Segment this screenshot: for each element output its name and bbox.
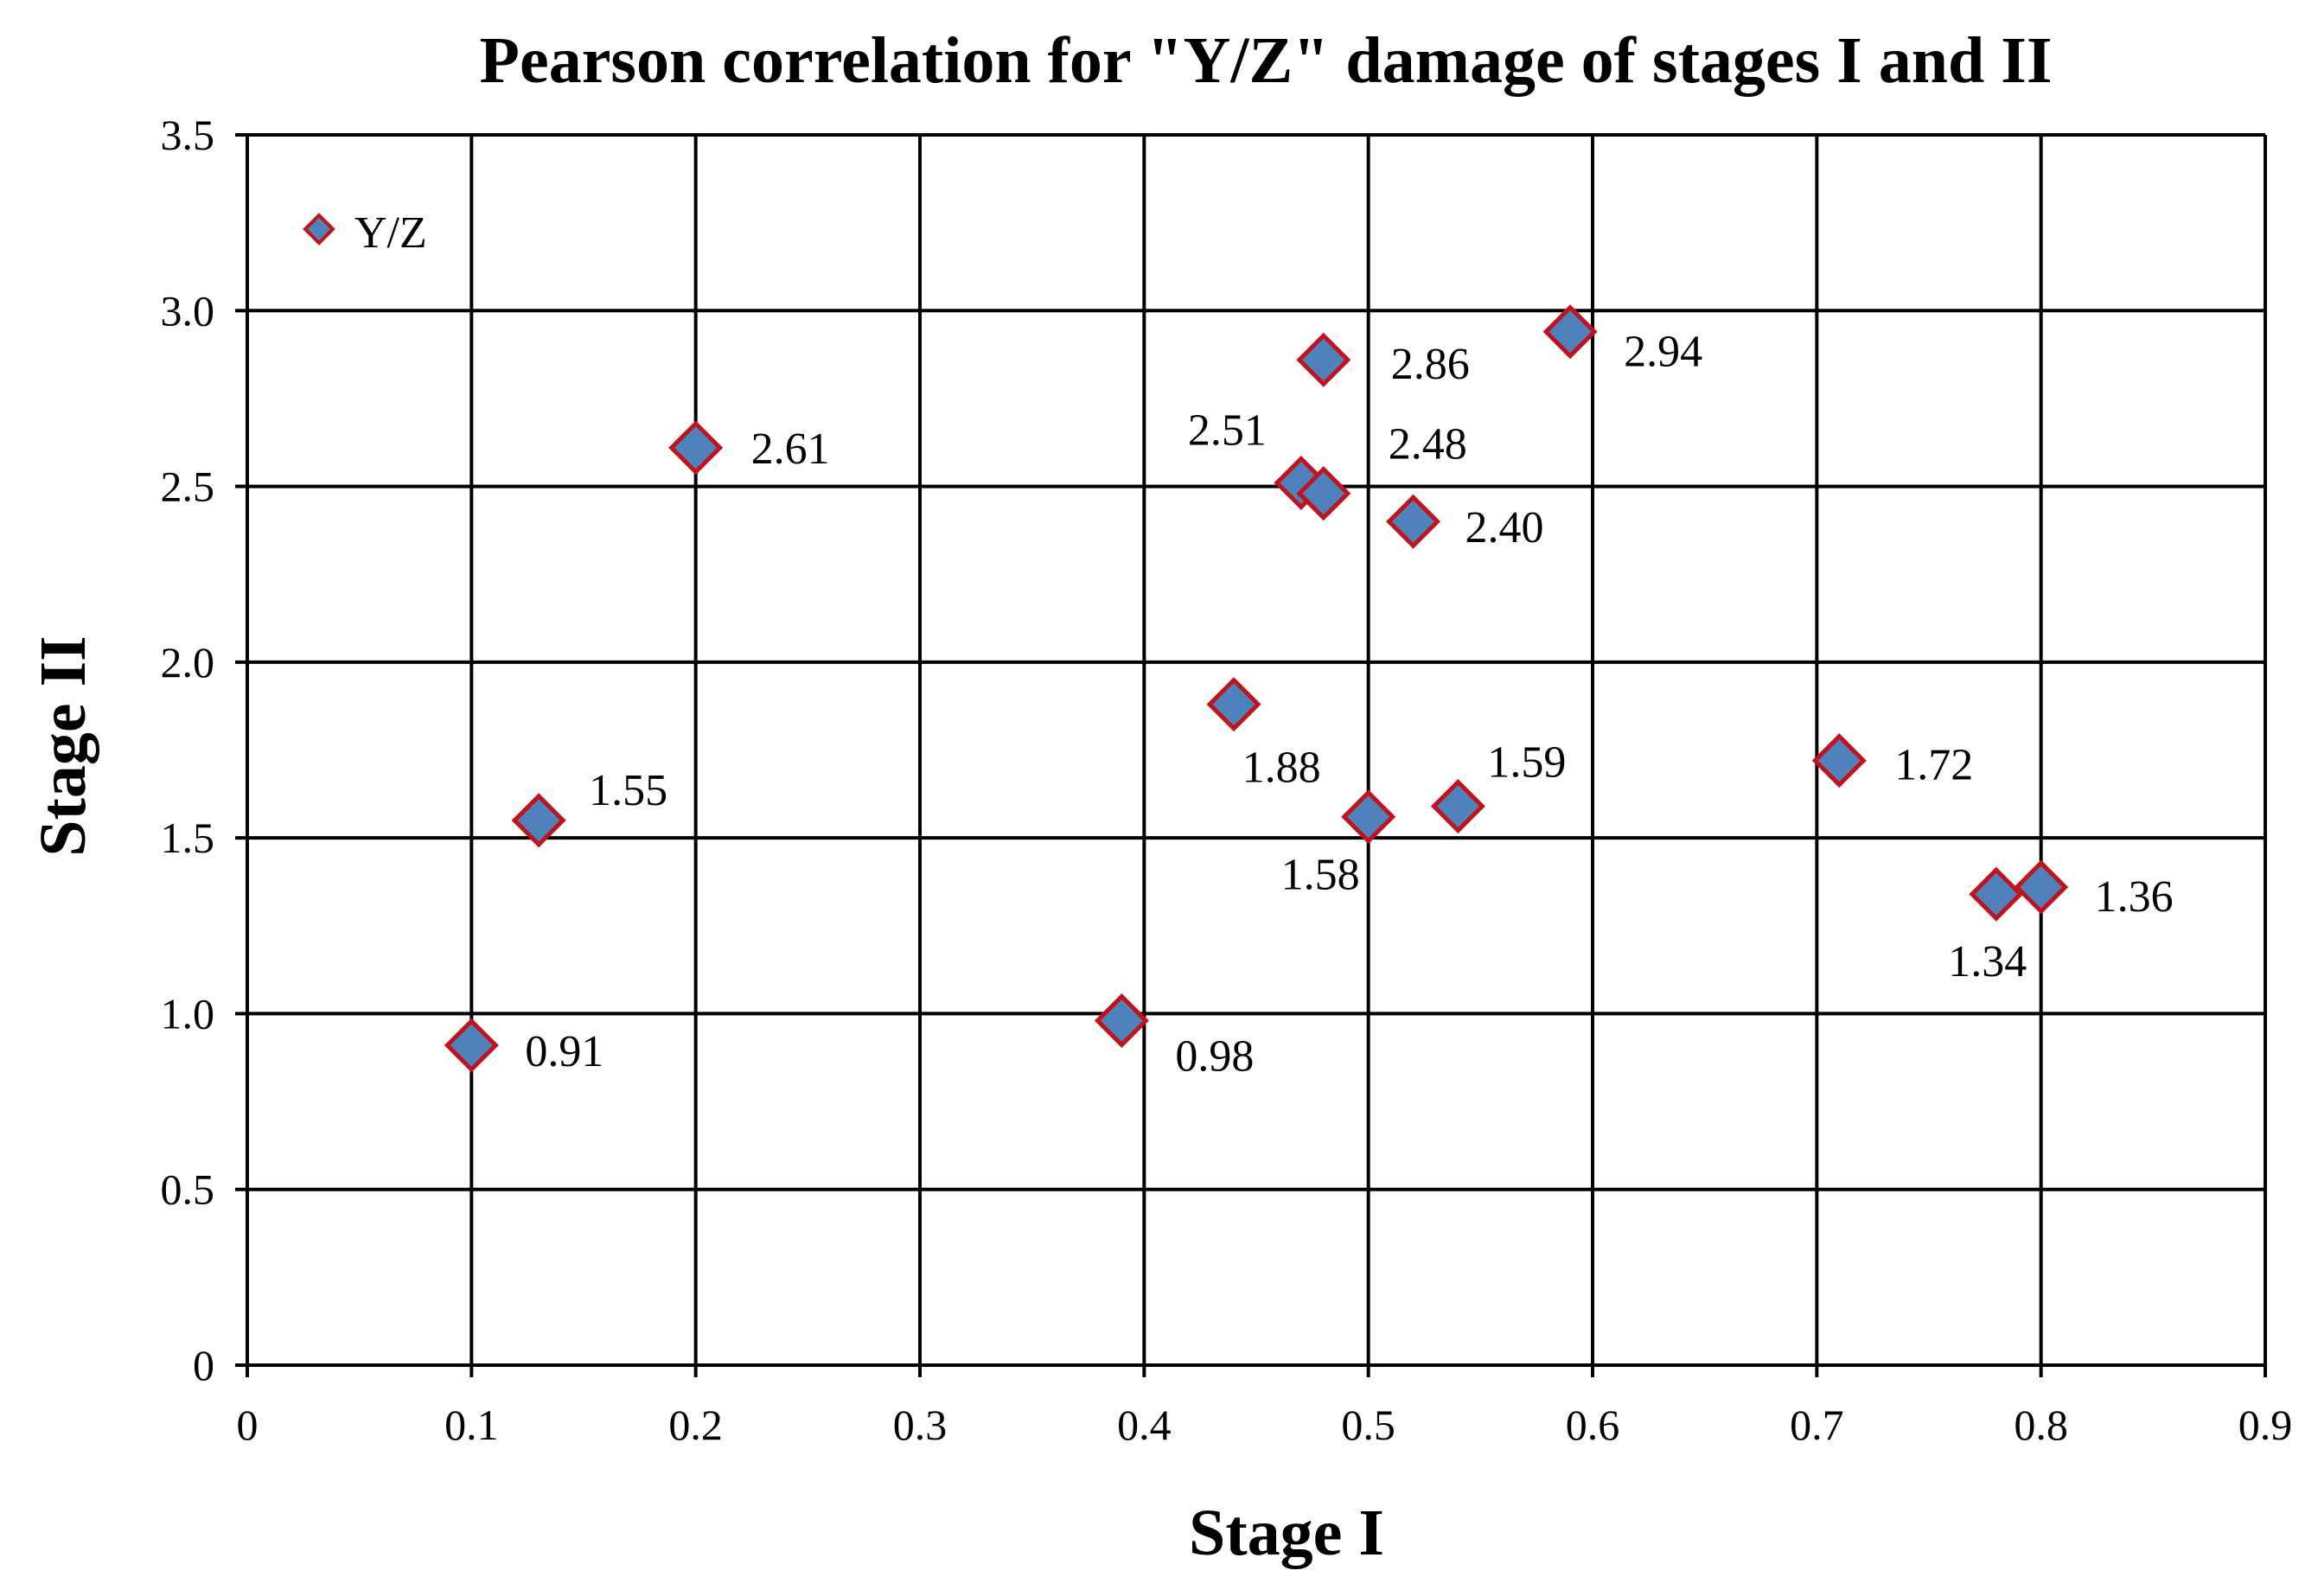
y-axis-title: Stage II [27,635,99,856]
x-tick-label: 0.4 [1117,1401,1172,1449]
data-point [511,793,566,848]
axis-ticks: 0 0.1 0.2 0.3 0.4 0.5 0.6 0.7 0.8 0.9 0 0.5 1.0 1.5 2.… [161,111,2293,1449]
x-tick-label: 0 [237,1401,259,1449]
data-label: 0.91 [525,1027,603,1076]
x-tick-label: 0.6 [1566,1401,1620,1449]
y-tick-label: 1.0 [161,989,215,1037]
data-point [1206,677,1261,732]
data-label: 2.48 [1389,420,1467,469]
data-point [1430,779,1485,834]
data-label: 1.72 [1894,741,1973,790]
data-label: 1.36 [2095,872,2174,922]
data-label: 2.94 [1624,328,1702,377]
data-labels: 0.91 1.55 2.61 0.98 1.88 2.51 2.48 2.86 1.58 2.40… [525,328,2173,1082]
data-point [1969,866,2024,922]
data-label: 1.58 [1281,851,1360,900]
data-label: 2.86 [1391,340,1470,389]
data-label: 0.98 [1175,1032,1254,1082]
data-label: 1.88 [1242,744,1321,793]
x-tick-label: 0.5 [1341,1401,1395,1449]
data-point [1542,304,1598,360]
data-point [444,1018,499,1073]
x-tick-label: 0.9 [2238,1401,2293,1449]
grid [235,133,2267,1377]
data-label: 2.40 [1466,503,1544,552]
x-tick-label: 0.1 [444,1401,499,1449]
y-tick-label: 1.5 [161,814,215,862]
x-axis-title: Stage I [1189,1497,1384,1569]
data-label: 2.61 [751,425,830,474]
data-label: 1.59 [1487,738,1566,788]
y-tick-label: 0.5 [161,1165,215,1214]
x-tick-label: 0.7 [1790,1401,1844,1449]
data-label: 2.51 [1188,406,1267,456]
data-label: 1.34 [1948,937,2027,986]
x-tick-label: 0.8 [2014,1401,2068,1449]
data-point [1811,733,1867,788]
y-tick-label: 2.0 [161,638,215,686]
data-point [1296,466,1351,521]
y-tick-label: 3.0 [161,286,215,335]
data-point [1296,332,1351,387]
data-point [1094,993,1149,1049]
legend-label: Y/Z [354,208,427,258]
legend: Y/Z [303,208,427,258]
legend-marker-icon [303,213,335,246]
chart-title: Pearson correlation for "Y/Z" damage of … [480,24,2053,97]
y-tick-label: 2.5 [161,463,215,511]
y-tick-label: 0 [193,1341,214,1389]
data-point [1385,494,1441,549]
data-points [444,304,2069,1073]
x-tick-label: 0.3 [893,1401,948,1449]
data-point [2014,859,2069,915]
x-tick-label: 0.2 [668,1401,723,1449]
data-label: 1.55 [589,766,667,815]
data-point [1341,789,1396,845]
y-tick-label: 3.5 [161,111,215,159]
data-point [668,420,724,476]
